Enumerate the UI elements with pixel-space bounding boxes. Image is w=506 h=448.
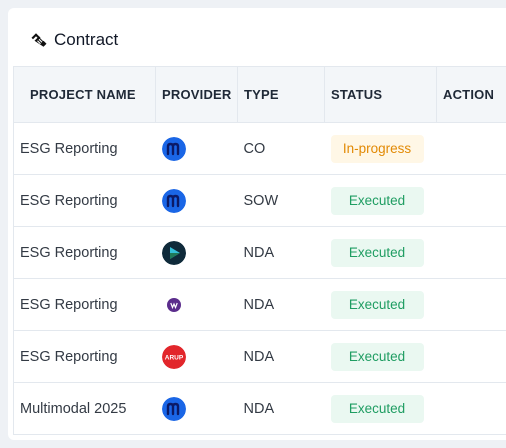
action-cell[interactable]	[436, 382, 506, 435]
status-cell: In-progress	[324, 122, 437, 175]
action-cell[interactable]	[436, 174, 506, 227]
provider-cell	[155, 382, 238, 435]
status-badge: In-progress	[330, 134, 424, 163]
table-header-row: PROJECT NAME PROVIDER TYPE STATUS ACTION	[13, 66, 506, 123]
dark-play-logo-icon	[161, 240, 186, 265]
m-logo-icon	[161, 396, 186, 421]
status-cell: Executed	[324, 278, 437, 331]
status-cell: Executed	[324, 330, 437, 383]
project-name-cell: ESG Reporting	[13, 122, 156, 175]
type-cell: NDA	[237, 278, 325, 331]
svg-text:ARUP: ARUP	[164, 354, 183, 361]
action-cell[interactable]	[436, 226, 506, 279]
type-cell: NDA	[237, 226, 325, 279]
status-badge: Executed	[330, 394, 424, 423]
type-cell: SOW	[237, 174, 325, 227]
table-row[interactable]: Multimodal 2025 NDA Executed	[13, 382, 506, 435]
project-name-cell: ESG Reporting	[13, 330, 156, 383]
status-badge: Executed	[330, 290, 424, 319]
table-row[interactable]: ESG Reporting NDA Executed	[13, 226, 506, 279]
provider-cell	[155, 278, 238, 331]
provider-cell	[155, 174, 238, 227]
column-header-project-name[interactable]: PROJECT NAME	[13, 66, 156, 123]
status-badge: Executed	[330, 342, 424, 371]
status-cell: Executed	[324, 174, 437, 227]
table-row[interactable]: ESG Reporting NDA Executed	[13, 278, 506, 331]
column-header-provider[interactable]: PROVIDER	[155, 66, 238, 123]
action-cell[interactable]	[436, 330, 506, 383]
contract-table: PROJECT NAME PROVIDER TYPE STATUS ACTION…	[13, 66, 506, 435]
handshake-icon	[31, 33, 47, 47]
provider-cell	[155, 226, 238, 279]
action-cell[interactable]	[436, 278, 506, 331]
table-row[interactable]: ESG Reporting SOW Executed	[13, 174, 506, 227]
project-name-cell: ESG Reporting	[13, 174, 156, 227]
contract-card: Contract PROJECT NAME PROVIDER TYPE STAT…	[8, 8, 506, 440]
project-name-cell: ESG Reporting	[13, 226, 156, 279]
status-badge: Executed	[330, 186, 424, 215]
project-name-cell: ESG Reporting	[13, 278, 156, 331]
provider-cell: ARUP	[155, 330, 238, 383]
m-logo-icon	[161, 136, 186, 161]
column-header-action: ACTION	[436, 66, 506, 123]
page-title: Contract	[54, 30, 119, 49]
status-cell: Executed	[324, 382, 437, 435]
action-cell[interactable]	[436, 122, 506, 175]
type-cell: NDA	[237, 382, 325, 435]
status-cell: Executed	[324, 226, 437, 279]
column-header-type[interactable]: TYPE	[237, 66, 325, 123]
table-row[interactable]: ESG Reporting ARUP NDA Executed	[13, 330, 506, 383]
provider-cell	[155, 122, 238, 175]
status-badge: Executed	[330, 238, 424, 267]
type-cell: CO	[237, 122, 325, 175]
m-logo-icon	[161, 188, 186, 213]
table-row[interactable]: ESG Reporting CO In-progress	[13, 122, 506, 175]
type-cell: NDA	[237, 330, 325, 383]
arup-logo-icon: ARUP	[161, 344, 186, 369]
project-name-cell: Multimodal 2025	[13, 382, 156, 435]
w-logo-icon	[162, 293, 186, 317]
column-header-status[interactable]: STATUS	[324, 66, 437, 123]
card-header: Contract	[8, 8, 506, 72]
